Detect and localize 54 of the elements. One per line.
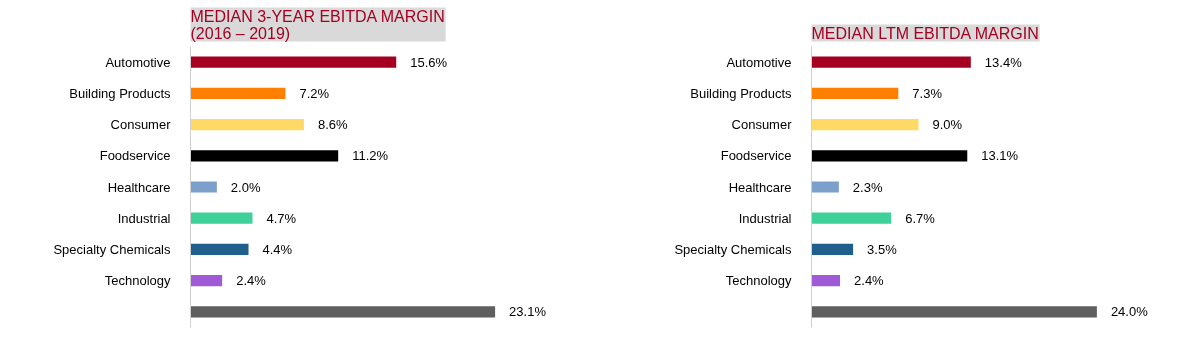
data-label: 4.7%	[266, 210, 297, 226]
data-label: 4.4%	[262, 241, 293, 257]
bar	[190, 56, 397, 68]
data-label: 9.0%	[932, 117, 963, 133]
y-tick-label: Technology	[104, 273, 171, 289]
data-label: 13.1%	[981, 148, 1019, 164]
y-tick-label: Automotive	[726, 54, 792, 70]
bar	[811, 181, 839, 193]
data-label: 11.2%	[352, 148, 389, 164]
y-tick-label: Consumer	[110, 117, 172, 133]
data-label: 2.4%	[854, 273, 885, 289]
bar	[811, 306, 1097, 318]
y-tick-label: Healthcare	[728, 179, 792, 195]
bar	[190, 150, 339, 162]
bar	[811, 87, 899, 99]
data-label: 13.4%	[984, 54, 1023, 70]
y-tick-label: Industrial	[738, 210, 792, 226]
bar	[190, 181, 217, 193]
y-tick-label: Automotive	[105, 54, 171, 70]
y-tick-label: Technology	[725, 273, 792, 289]
y-tick-label: Building Products	[69, 85, 171, 101]
data-label: 23.1%	[509, 304, 547, 320]
data-label: 15.6%	[410, 54, 448, 70]
data-label: 8.6%	[317, 117, 348, 133]
y-tick-label: Building Products	[690, 85, 792, 101]
bar	[811, 243, 854, 256]
bar	[190, 275, 223, 287]
bar	[190, 243, 249, 256]
bar	[811, 118, 919, 131]
y-tick-label: Specialty Chemicals	[674, 241, 792, 257]
bar	[811, 212, 892, 224]
chart-title: MEDIAN 3-YEAR EBITDA MARGIN (2016 – 2019)	[190, 7, 445, 42]
y-tick-label: Industrial	[117, 210, 171, 226]
chart-title: MEDIAN LTM EBITDA MARGIN	[811, 24, 1039, 42]
bar	[811, 150, 968, 162]
bar	[190, 212, 253, 224]
data-label: 2.3%	[852, 179, 883, 195]
data-label: 7.2%	[299, 85, 330, 101]
bar	[811, 275, 841, 287]
data-label: 6.7%	[905, 210, 936, 226]
data-label: 7.3%	[912, 85, 943, 101]
data-label: 2.4%	[236, 273, 267, 289]
y-tick-label: Specialty Chemicals	[53, 241, 171, 257]
data-label: 24.0%	[1110, 304, 1149, 320]
y-tick-label: Foodservice	[720, 148, 792, 164]
bar	[190, 306, 496, 318]
bar	[811, 56, 971, 68]
data-label: 3.5%	[867, 241, 898, 257]
data-label: 2.0%	[230, 179, 261, 195]
bar	[190, 87, 286, 99]
bar	[190, 118, 304, 131]
y-tick-label: Consumer	[731, 117, 793, 133]
y-tick-label: Healthcare	[107, 179, 171, 195]
y-tick-label: Foodservice	[99, 148, 171, 164]
